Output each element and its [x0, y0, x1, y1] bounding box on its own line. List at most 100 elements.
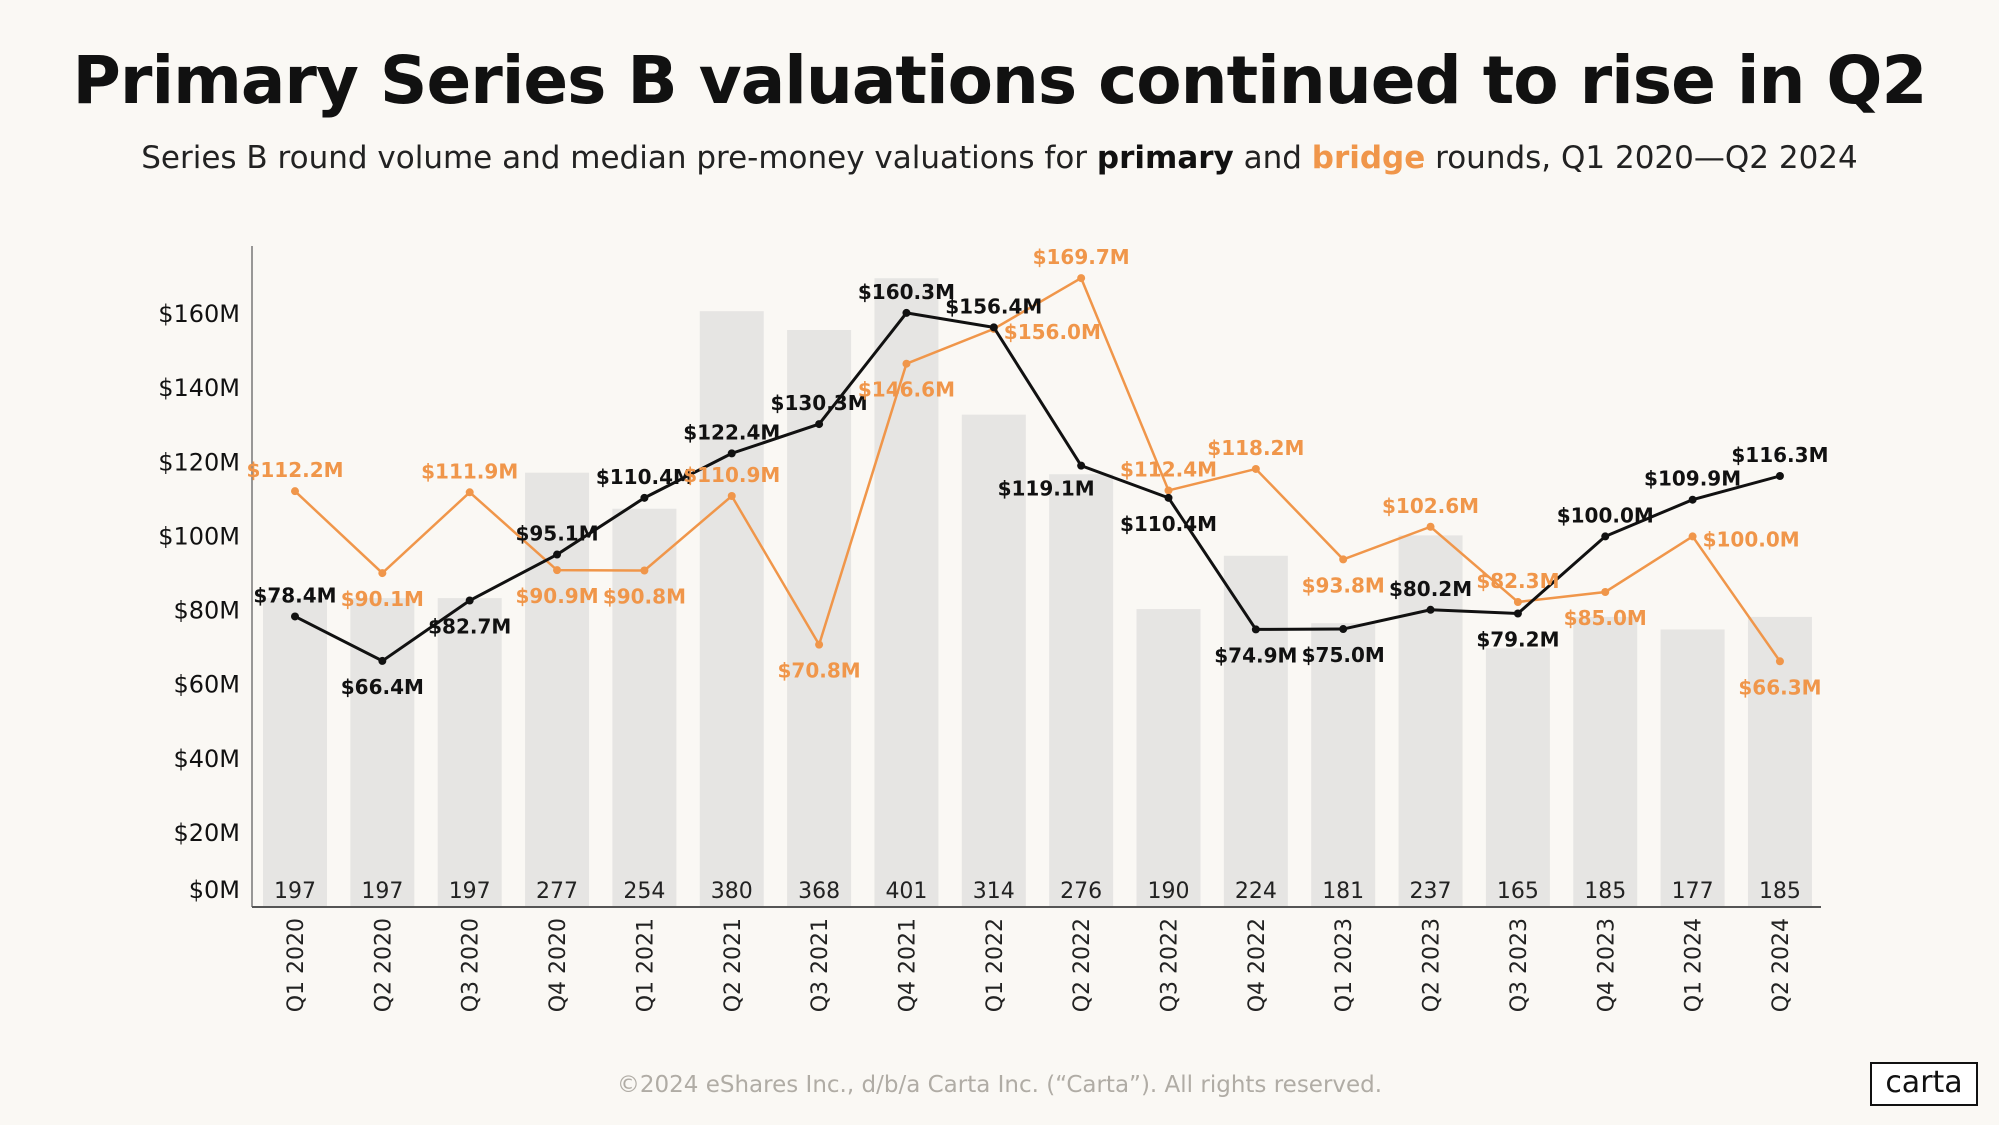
x-tick-label: Q3 2023: [1507, 918, 1532, 1012]
bar-count-label: 254: [623, 879, 665, 904]
y-tick-label: $160M: [158, 300, 240, 328]
primary-point: [1251, 625, 1260, 634]
bar-count-label: 277: [536, 879, 578, 904]
bridge-point: [1251, 464, 1260, 473]
bar-count-label: 177: [1672, 879, 1714, 904]
primary-data-label: $110.4M: [1120, 512, 1217, 536]
primary-data-label: $110.4M: [596, 465, 693, 489]
x-tick-label: Q1 2023: [1332, 918, 1357, 1012]
primary-point: [989, 323, 998, 332]
primary-data-label: $156.4M: [945, 294, 1042, 318]
primary-point: [1164, 493, 1173, 502]
x-tick-label: Q3 2021: [808, 918, 833, 1012]
bridge-point: [1775, 657, 1784, 666]
subtitle-bridge: bridge: [1311, 140, 1426, 176]
volume-bar: [1136, 609, 1201, 907]
bar-count-label: 314: [973, 879, 1015, 904]
primary-data-label: $116.3M: [1731, 443, 1828, 467]
bridge-point: [1077, 274, 1086, 283]
subtitle-prefix: Series B round volume and median pre-mon…: [141, 140, 1097, 176]
primary-data-label: $160.3M: [858, 280, 955, 304]
bridge-data-label: $110.9M: [683, 463, 780, 487]
x-tick-label: Q2 2020: [371, 918, 396, 1012]
bar-count-label: 401: [885, 879, 927, 904]
x-tick-label: Q2 2021: [721, 918, 746, 1012]
primary-point: [727, 449, 736, 458]
chart-subtitle: Series B round volume and median pre-mon…: [0, 140, 1999, 176]
primary-data-label: $109.9M: [1644, 467, 1741, 491]
bar-count-label: 237: [1410, 879, 1452, 904]
x-tick-label: Q1 2020: [284, 918, 309, 1012]
x-tick-label: Q4 2022: [1245, 918, 1270, 1012]
y-tick-label: $100M: [158, 522, 240, 550]
chart-title: Primary Series B valuations continued to…: [72, 42, 1928, 119]
volume-bar: [961, 414, 1026, 907]
primary-point: [465, 596, 474, 605]
volume-bar: [1660, 629, 1725, 907]
y-tick-label: $40M: [173, 745, 240, 773]
primary-point: [378, 656, 387, 665]
primary-data-label: $130.3M: [771, 391, 868, 415]
subtitle-suffix: rounds, Q1 2020—Q2 2024: [1425, 140, 1858, 176]
bridge-point: [1513, 597, 1522, 606]
primary-data-label: $95.1M: [515, 522, 598, 546]
x-tick-label: Q2 2022: [1070, 918, 1095, 1012]
x-tick-label: Q1 2022: [983, 918, 1008, 1012]
bar-count-label: 368: [798, 879, 840, 904]
bar-count-label: 185: [1584, 879, 1626, 904]
x-tick-label: Q4 2021: [895, 918, 920, 1012]
primary-point: [902, 308, 911, 317]
bridge-point: [1339, 555, 1348, 564]
bar-count-label: 181: [1322, 879, 1364, 904]
bridge-point: [553, 566, 562, 575]
primary-point: [1513, 609, 1522, 618]
bridge-point: [1164, 486, 1173, 495]
primary-point: [815, 420, 824, 429]
primary-data-label: $122.4M: [683, 420, 780, 444]
bridge-data-label: $100.0M: [1703, 527, 1800, 551]
volume-bar: [437, 598, 502, 907]
bridge-point: [640, 566, 649, 575]
bridge-point: [378, 569, 387, 578]
primary-point: [1601, 532, 1610, 541]
y-tick-label: $0M: [189, 876, 240, 904]
primary-point: [1077, 461, 1086, 470]
volume-bar: [612, 508, 677, 907]
bridge-data-label: $169.7M: [1033, 245, 1130, 269]
bridge-data-label: $156.0M: [1004, 320, 1101, 344]
primary-data-label: $79.2M: [1476, 627, 1559, 651]
bridge-point: [1426, 522, 1435, 531]
x-tick-label: Q2 2024: [1769, 918, 1794, 1012]
volume-bar: [525, 472, 590, 907]
bridge-point: [1601, 587, 1610, 596]
bridge-data-label: $112.4M: [1120, 457, 1217, 481]
subtitle-and: and: [1233, 140, 1312, 176]
volume-bar: [1573, 616, 1638, 907]
bridge-data-label: $111.9M: [421, 459, 518, 483]
primary-point: [640, 493, 649, 502]
volume-bar: [699, 311, 764, 907]
y-tick-label: $140M: [158, 374, 240, 402]
x-tick-label: Q4 2020: [546, 918, 571, 1012]
volume-bar: [1049, 474, 1114, 907]
bridge-data-label: $70.8M: [778, 659, 861, 683]
primary-point: [1339, 625, 1348, 634]
subtitle-primary: primary: [1096, 140, 1234, 176]
copyright-footer: ©2024 eShares Inc., d/b/a Carta Inc. (“C…: [616, 1072, 1383, 1098]
bridge-data-label: $93.8M: [1302, 573, 1385, 597]
bar-count-label: 224: [1235, 879, 1277, 904]
primary-data-label: $82.7M: [428, 615, 511, 639]
bridge-data-label: $82.3M: [1476, 569, 1559, 593]
primary-point: [291, 612, 299, 621]
bridge-point: [291, 487, 299, 496]
carta-logo: carta: [1870, 1062, 1978, 1106]
x-tick-label: Q3 2020: [459, 918, 484, 1012]
bar-count-label: 276: [1060, 879, 1102, 904]
volume-bar: [787, 329, 852, 907]
primary-point: [553, 550, 562, 559]
bar-count-label: 380: [711, 879, 753, 904]
volume-bar: [263, 598, 327, 907]
primary-data-label: $80.2M: [1389, 577, 1472, 601]
x-tick-label: Q4 2023: [1594, 918, 1619, 1012]
primary-data-label: $74.9M: [1214, 643, 1297, 667]
